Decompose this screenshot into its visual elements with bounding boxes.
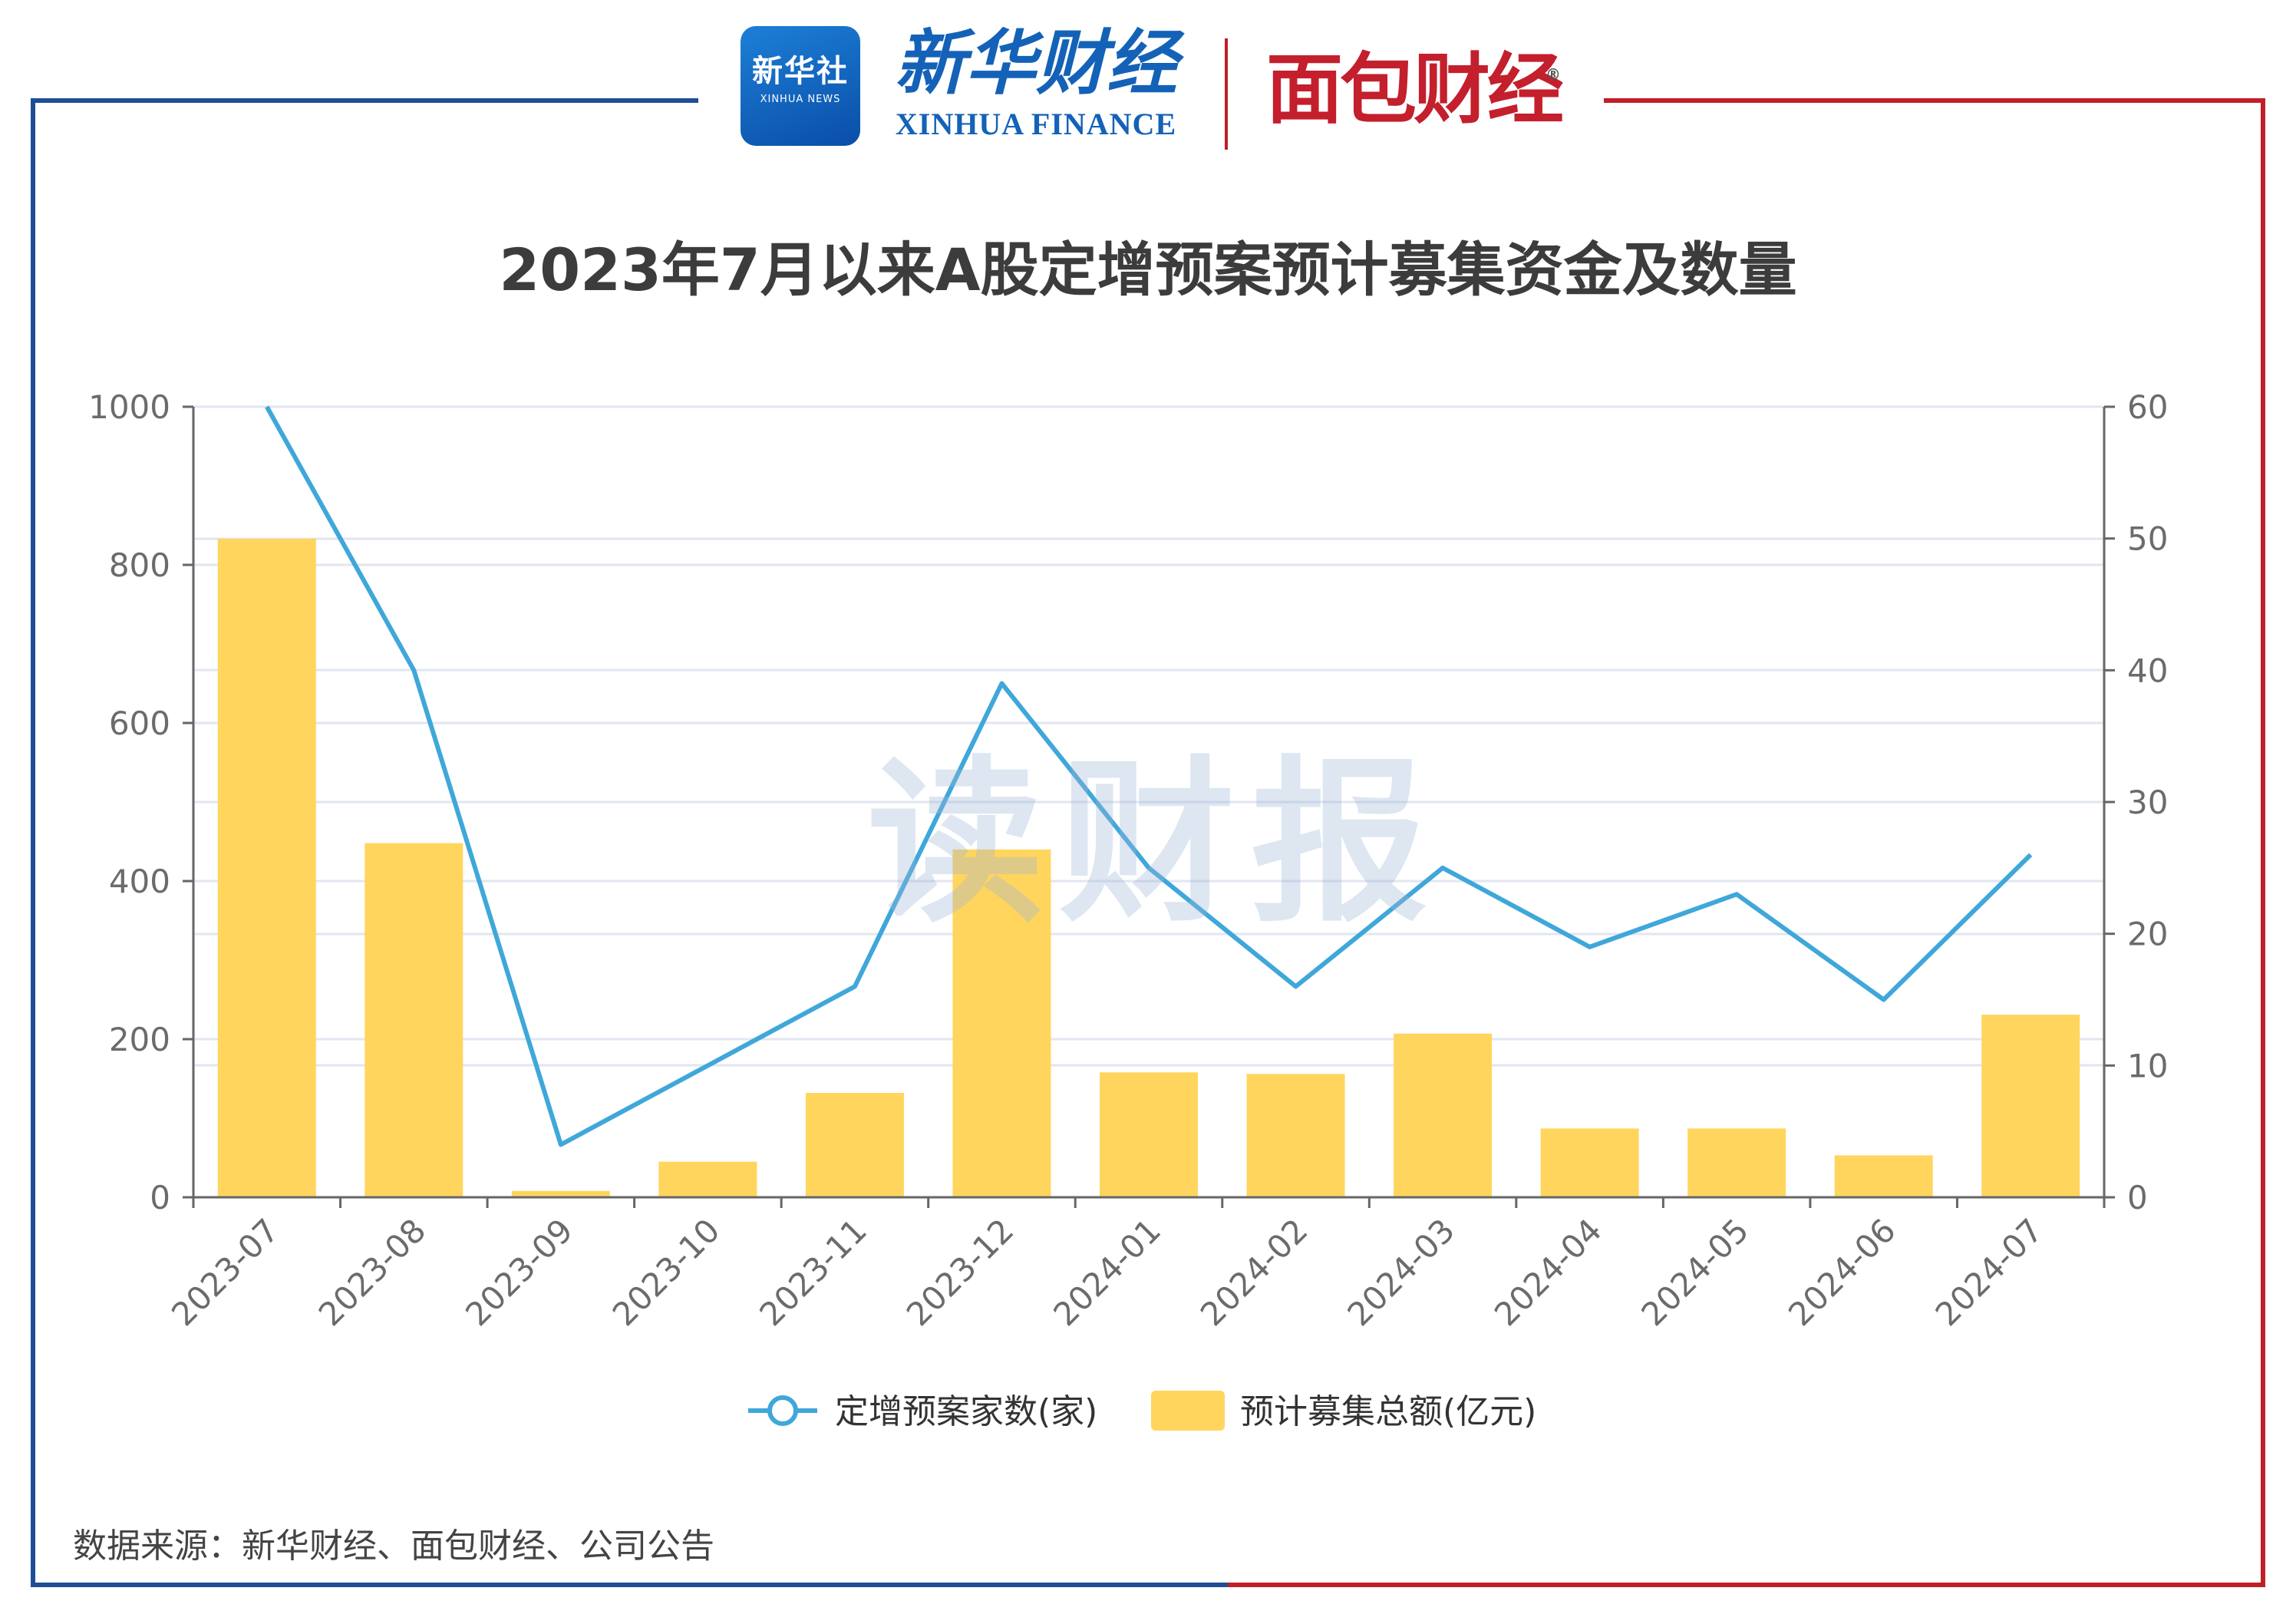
x-tick-labels: 2023-07 2023-08 2023-09 2023-10 2023-11 2023-… xyxy=(164,1211,2050,1333)
bar xyxy=(1540,1128,1639,1197)
y-left-tick-label: 600 xyxy=(109,705,170,742)
bar xyxy=(1246,1074,1345,1197)
y-right-tick-label: 40 xyxy=(2127,652,2168,689)
y-right-tick-label: 30 xyxy=(2127,784,2168,821)
bar xyxy=(1394,1033,1493,1197)
registered-mark: ® xyxy=(1546,65,1561,84)
y-right-tick-label: 10 xyxy=(2127,1047,2168,1084)
x-tick-label: 2024-05 xyxy=(1634,1211,1756,1333)
bar xyxy=(217,539,316,1197)
legend: 定增预案家数(家) 预计募集总额(亿元) xyxy=(748,1391,1536,1431)
y-left-tick-label: 1000 xyxy=(88,388,170,426)
y-left-tick-label: 0 xyxy=(150,1179,170,1216)
source-note: 数据来源：新华财经、面包财经、公司公告 xyxy=(73,1527,714,1566)
x-tick-label: 2023-09 xyxy=(458,1211,580,1333)
grid-lines xyxy=(193,405,2104,1067)
bar xyxy=(1100,1072,1198,1197)
x-tick-label: 2024-07 xyxy=(1928,1211,2050,1333)
x-tick-label: 2024-04 xyxy=(1487,1211,1609,1333)
bar xyxy=(1834,1155,1933,1197)
bar xyxy=(365,843,463,1197)
bar xyxy=(952,849,1051,1197)
bar xyxy=(805,1093,904,1197)
x-tick-label: 2023-08 xyxy=(312,1211,434,1333)
xinhua-finance-en: XINHUA FINANCE xyxy=(895,107,1177,141)
x-tick-label: 2023-11 xyxy=(752,1211,874,1333)
bar xyxy=(511,1190,610,1197)
x-tick-label: 2023-07 xyxy=(164,1211,286,1333)
bar xyxy=(658,1161,757,1197)
x-tick-label: 2023-12 xyxy=(899,1211,1021,1333)
legend-bar-swatch xyxy=(1151,1391,1225,1431)
x-tick-label: 2024-03 xyxy=(1340,1211,1462,1333)
bar xyxy=(1981,1015,2080,1197)
bar-series xyxy=(217,539,2080,1197)
bar xyxy=(1687,1128,1786,1197)
xinhua-news-logo: 新华社 XINHUA NEWS xyxy=(741,26,860,146)
logo-divider xyxy=(1225,38,1228,150)
axes xyxy=(183,405,2115,1208)
y-right-tick-labels: 0 10 20 30 40 50 60 xyxy=(2127,388,2168,1216)
y-left-tick-label: 200 xyxy=(109,1021,170,1058)
legend-label-line: 定增预案家数(家) xyxy=(835,1392,1097,1431)
legend-line-marker xyxy=(767,1395,798,1426)
xinhua-badge-subtext: XINHUA NEWS xyxy=(760,94,841,105)
y-right-tick-label: 20 xyxy=(2127,916,2168,953)
watermark: 读财报 xyxy=(867,741,1443,946)
x-tick-label: 2024-01 xyxy=(1046,1211,1168,1333)
y-left-tick-labels: 0 200 400 600 800 1000 xyxy=(88,388,170,1216)
y-left-tick-label: 800 xyxy=(109,546,170,584)
y-right-tick-label: 50 xyxy=(2127,520,2168,558)
frame-right-border xyxy=(1228,98,2265,1587)
x-tick-label: 2024-06 xyxy=(1781,1211,1903,1333)
x-tick-label: 2023-10 xyxy=(605,1211,727,1333)
legend-label-bar: 预计募集总额(亿元) xyxy=(1240,1392,1536,1431)
line-series xyxy=(265,405,2033,1147)
frame-left-border xyxy=(31,98,1228,1587)
y-left-tick-label: 400 xyxy=(109,863,170,900)
mianbao-finance-logo: 面包财经® xyxy=(1266,40,1573,140)
y-right-tick-label: 60 xyxy=(2127,388,2168,426)
xinhua-badge-text: 新华社 xyxy=(752,54,849,89)
xinhua-finance-cn: 新华财经 xyxy=(894,21,1177,104)
x-tick-label: 2024-02 xyxy=(1193,1211,1315,1333)
chart-title: 2023年7月以来A股定增预案预计募集资金及数量 xyxy=(499,236,1797,304)
y-right-tick-label: 0 xyxy=(2127,1179,2148,1216)
mianbao-logo-text: 面包财经 xyxy=(1266,45,1564,134)
xinhua-finance-logo: 新华财经 XINHUA FINANCE xyxy=(890,17,1182,155)
